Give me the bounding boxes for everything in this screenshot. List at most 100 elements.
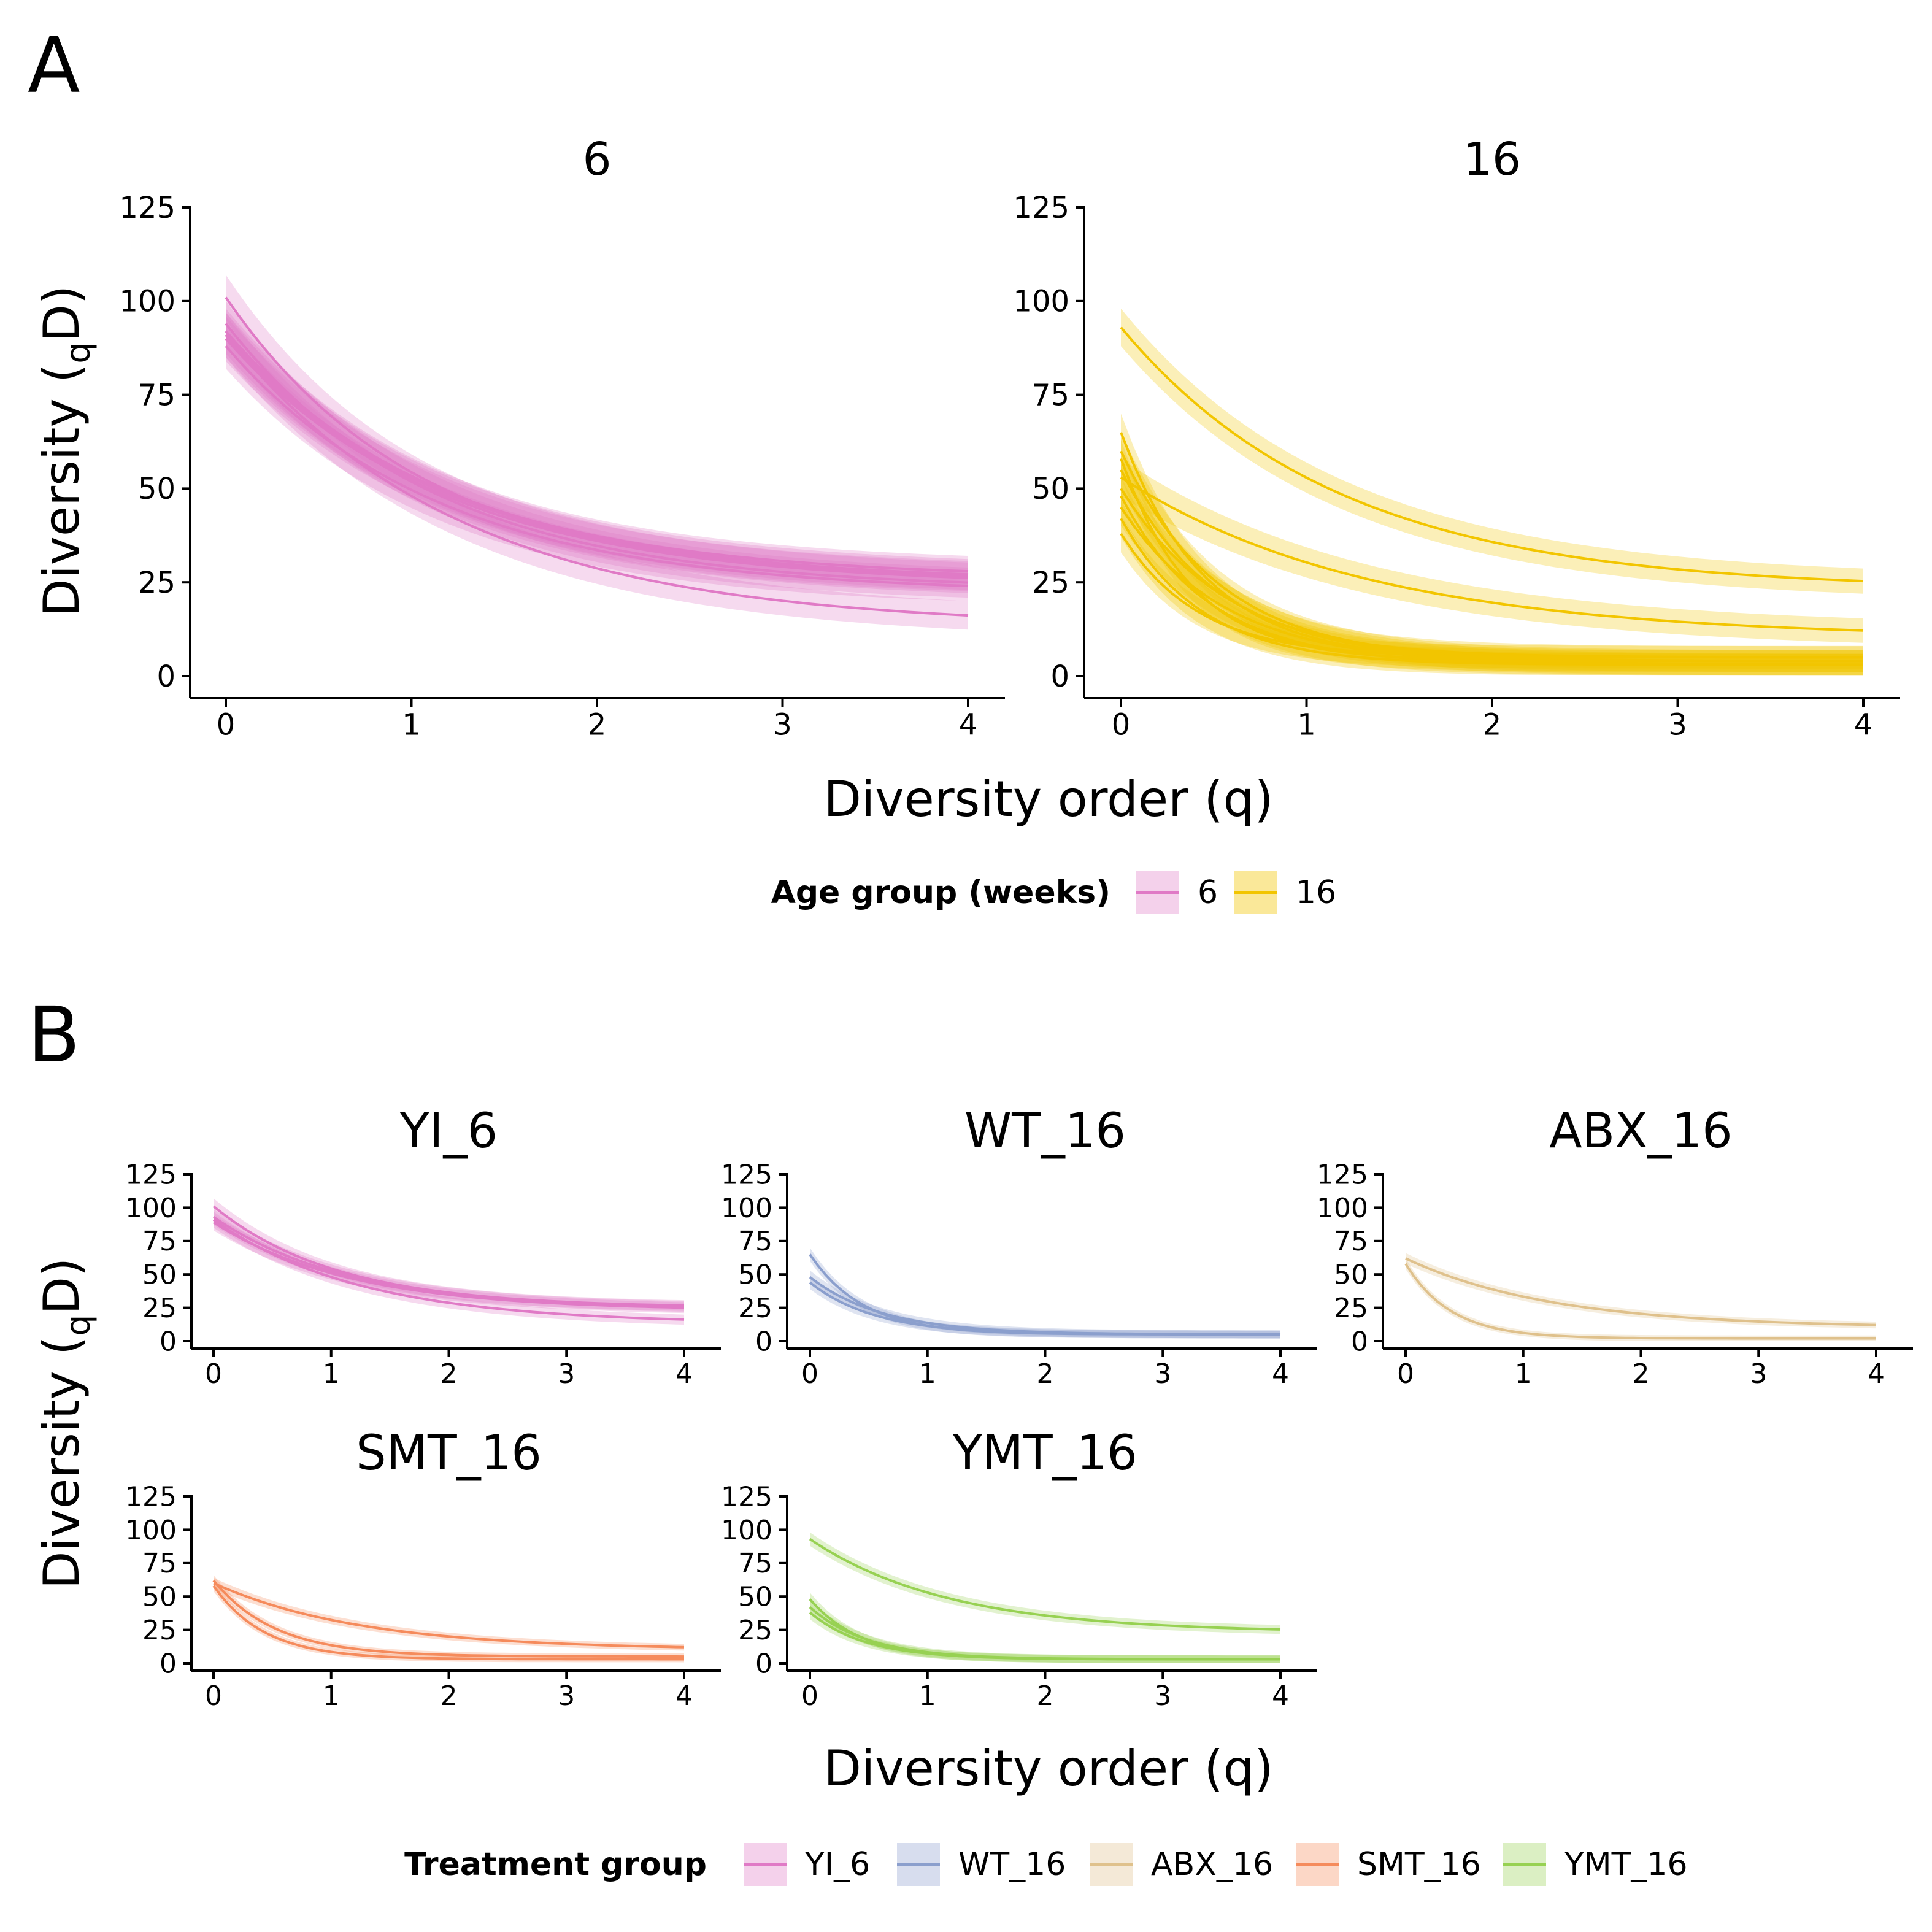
ci-band-3	[810, 1600, 1280, 1663]
x-tick-label: 0	[801, 1680, 818, 1712]
legend-item-yi-6: YI_6	[744, 1843, 870, 1886]
x-tick-label: 0	[217, 708, 236, 742]
series-line-4	[212, 1218, 685, 1321]
y-tick-label: 75	[138, 378, 175, 412]
series-line-3	[809, 1281, 1281, 1336]
x-tick-label: 4	[959, 708, 978, 742]
legend-age-group: Age group (weeks) 6 16	[771, 871, 1336, 914]
x-tick-label: 1	[323, 1358, 340, 1390]
ylabel-main: Diversity (	[33, 364, 90, 617]
legend-label-smt-16: SMT_16	[1357, 1846, 1481, 1883]
panel-a-ylabel: Diversity (qD)	[33, 285, 98, 617]
facet-title-ymt-16: YMT_16	[952, 1426, 1137, 1481]
series-line-3	[225, 330, 969, 573]
series-line-1	[1120, 326, 1864, 583]
x-tick-label: 2	[588, 708, 607, 742]
panel-label-b: B	[28, 991, 80, 1080]
ci-band-5	[1121, 451, 1863, 669]
series-lines	[225, 296, 969, 617]
x-tick-label: 0	[205, 1680, 222, 1712]
x-tick-label: 2	[1037, 1358, 1054, 1390]
series-line-1	[1405, 1257, 1877, 1326]
series-line-2	[1404, 1263, 1876, 1340]
x-tick-label: 4	[675, 1680, 693, 1712]
ci-band-2	[810, 1592, 1280, 1663]
ci-band-6	[1121, 477, 1863, 676]
x-tick-label: 1	[1515, 1358, 1532, 1390]
series-line-1	[213, 1582, 685, 1649]
y-tick-label: 100	[1317, 1193, 1368, 1224]
x-tick-label: 2	[441, 1358, 458, 1390]
legend-item-16: 16	[1234, 871, 1336, 914]
ci-band-1	[214, 1198, 684, 1311]
y-tick-label: 25	[142, 1615, 177, 1646]
ci-band-4	[810, 1606, 1280, 1663]
facet-title-smt-16: SMT_16	[356, 1426, 542, 1481]
y-tick-label: 0	[755, 1648, 772, 1679]
y-tick-label: 25	[738, 1615, 772, 1646]
y-tick-label: 100	[125, 1193, 177, 1224]
y-tick-label: 0	[156, 660, 175, 694]
x-tick-label: 3	[1154, 1358, 1171, 1390]
facet-6: 6 0 25 50 75 100 125 0 1 2 3 4	[119, 133, 1005, 742]
y-tick-label: 50	[1334, 1260, 1368, 1291]
y-tick-label: 0	[755, 1326, 772, 1357]
panel-a-xlabel: Diversity order (q)	[823, 771, 1273, 828]
series-lines	[212, 1205, 685, 1321]
facet-16: 16 0 25 50 75 100 125 0 1 2 3 4	[1013, 133, 1900, 742]
legend-item-wt-16: WT_16	[897, 1843, 1066, 1886]
x-tick-label: 0	[1397, 1358, 1414, 1390]
series-lines	[1120, 326, 1864, 666]
legend-label-wt-16: WT_16	[958, 1846, 1066, 1883]
x-tick-label: 0	[205, 1358, 222, 1390]
x-tick-label: 4	[1854, 708, 1873, 742]
legend-item-abx-16: ABX_16	[1090, 1843, 1273, 1886]
ylabel-end: D)	[33, 1258, 90, 1315]
ylabel-subscript: q	[58, 342, 98, 364]
y-tick-label: 125	[1317, 1159, 1368, 1190]
y-tick-label: 75	[1334, 1226, 1368, 1257]
panel-b-ylabel: Diversity (qD)	[33, 1258, 98, 1589]
x-tick-label: 3	[773, 708, 792, 742]
y-tick-label: 50	[138, 472, 175, 506]
legend-label-16: 16	[1296, 874, 1336, 911]
legend-item-6: 6	[1136, 871, 1218, 914]
y-tick-label: 0	[1351, 1326, 1368, 1357]
ci-band-1	[226, 275, 968, 591]
series-line-2	[1120, 476, 1864, 632]
y-tick-label: 50	[142, 1582, 177, 1613]
y-tick-label: 100	[721, 1193, 772, 1224]
x-tick-label: 2	[1037, 1680, 1054, 1712]
legend-label-ymt-16: YMT_16	[1564, 1846, 1688, 1883]
series-line-9	[1120, 533, 1863, 659]
y-tick-label: 25	[142, 1293, 177, 1324]
y-tick-label: 125	[125, 1159, 177, 1190]
x-tick-label: 4	[1272, 1680, 1289, 1712]
x-tick-label: 2	[441, 1680, 458, 1712]
legend-treatment-group: Treatment group YI_6 WT_16 ABX_16 SMT_16…	[404, 1843, 1688, 1886]
x-tick-label: 4	[1272, 1358, 1289, 1390]
y-tick-label: 100	[721, 1515, 772, 1546]
y-tick-label: 50	[738, 1260, 772, 1291]
x-tick-label: 0	[801, 1358, 818, 1390]
y-tick-label: 125	[119, 191, 175, 225]
x-tick-label: 4	[675, 1358, 693, 1390]
y-tick-label: 125	[1013, 191, 1069, 225]
y-tick-label: 75	[142, 1548, 177, 1579]
x-tick-label: 3	[1750, 1358, 1767, 1390]
facet-title-wt-16: WT_16	[964, 1104, 1126, 1159]
series-line-3	[212, 1585, 684, 1661]
facet-title-yi-6: YI_6	[399, 1104, 498, 1159]
y-tick-label: 0	[160, 1648, 177, 1679]
y-tick-label: 25	[738, 1293, 772, 1324]
x-tick-label: 3	[558, 1680, 575, 1712]
y-tick-label: 25	[1032, 566, 1069, 600]
y-tick-label: 125	[721, 1481, 772, 1512]
x-tick-label: 1	[1297, 708, 1316, 742]
